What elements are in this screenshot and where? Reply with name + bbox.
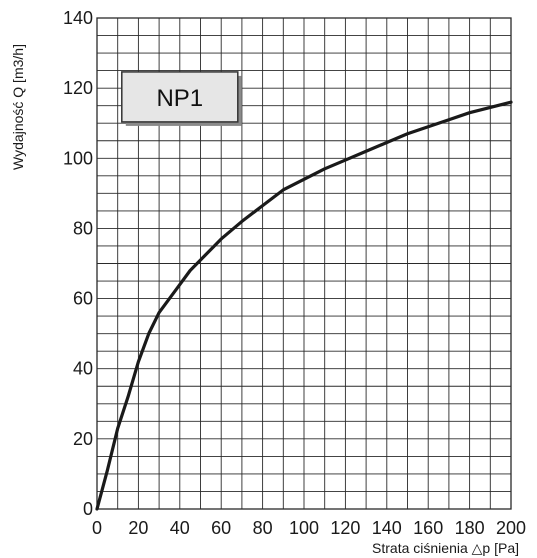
x-tick-label: 180 (455, 518, 485, 538)
x-tick-label: 0 (92, 518, 102, 538)
x-tick-label: 200 (496, 518, 526, 538)
y-tick-label: 40 (73, 359, 93, 379)
x-tick-label: 60 (211, 518, 231, 538)
y-tick-label: 20 (73, 429, 93, 449)
x-tick-label: 140 (372, 518, 402, 538)
y-tick-label: 140 (63, 8, 93, 28)
annotation-layer: NP1 (121, 71, 242, 126)
badge-label: NP1 (156, 85, 203, 112)
y-tick-label: 60 (73, 289, 93, 309)
y-tick-label: 120 (63, 78, 93, 98)
y-tick-label: 0 (83, 499, 93, 519)
y-tick-label: 100 (63, 148, 93, 168)
plot-frame (96, 17, 512, 510)
x-tick-label: 120 (330, 518, 360, 538)
series-line (95, 100, 513, 511)
y-tick-label: 80 (73, 218, 93, 238)
series-layer (95, 100, 513, 511)
tick-layer: 0 20 40 60 80 100 120 140 160 180 200 0 20 40 60 80 100 1… (63, 8, 526, 538)
x-tick-label: 40 (170, 518, 190, 538)
x-tick-label: 100 (289, 518, 319, 538)
y-axis-title: Wydajność Q [m3/h] (10, 44, 26, 170)
badge-box (121, 71, 239, 123)
x-tick-label: 80 (253, 518, 273, 538)
x-tick-label: 160 (413, 518, 443, 538)
x-tick-label: 20 (128, 518, 148, 538)
x-axis-title: Strata ciśnienia △p [Pa] (372, 540, 519, 556)
series-badge: NP1 (121, 71, 242, 126)
